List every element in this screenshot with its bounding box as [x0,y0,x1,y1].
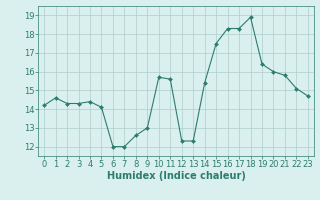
X-axis label: Humidex (Indice chaleur): Humidex (Indice chaleur) [107,171,245,181]
